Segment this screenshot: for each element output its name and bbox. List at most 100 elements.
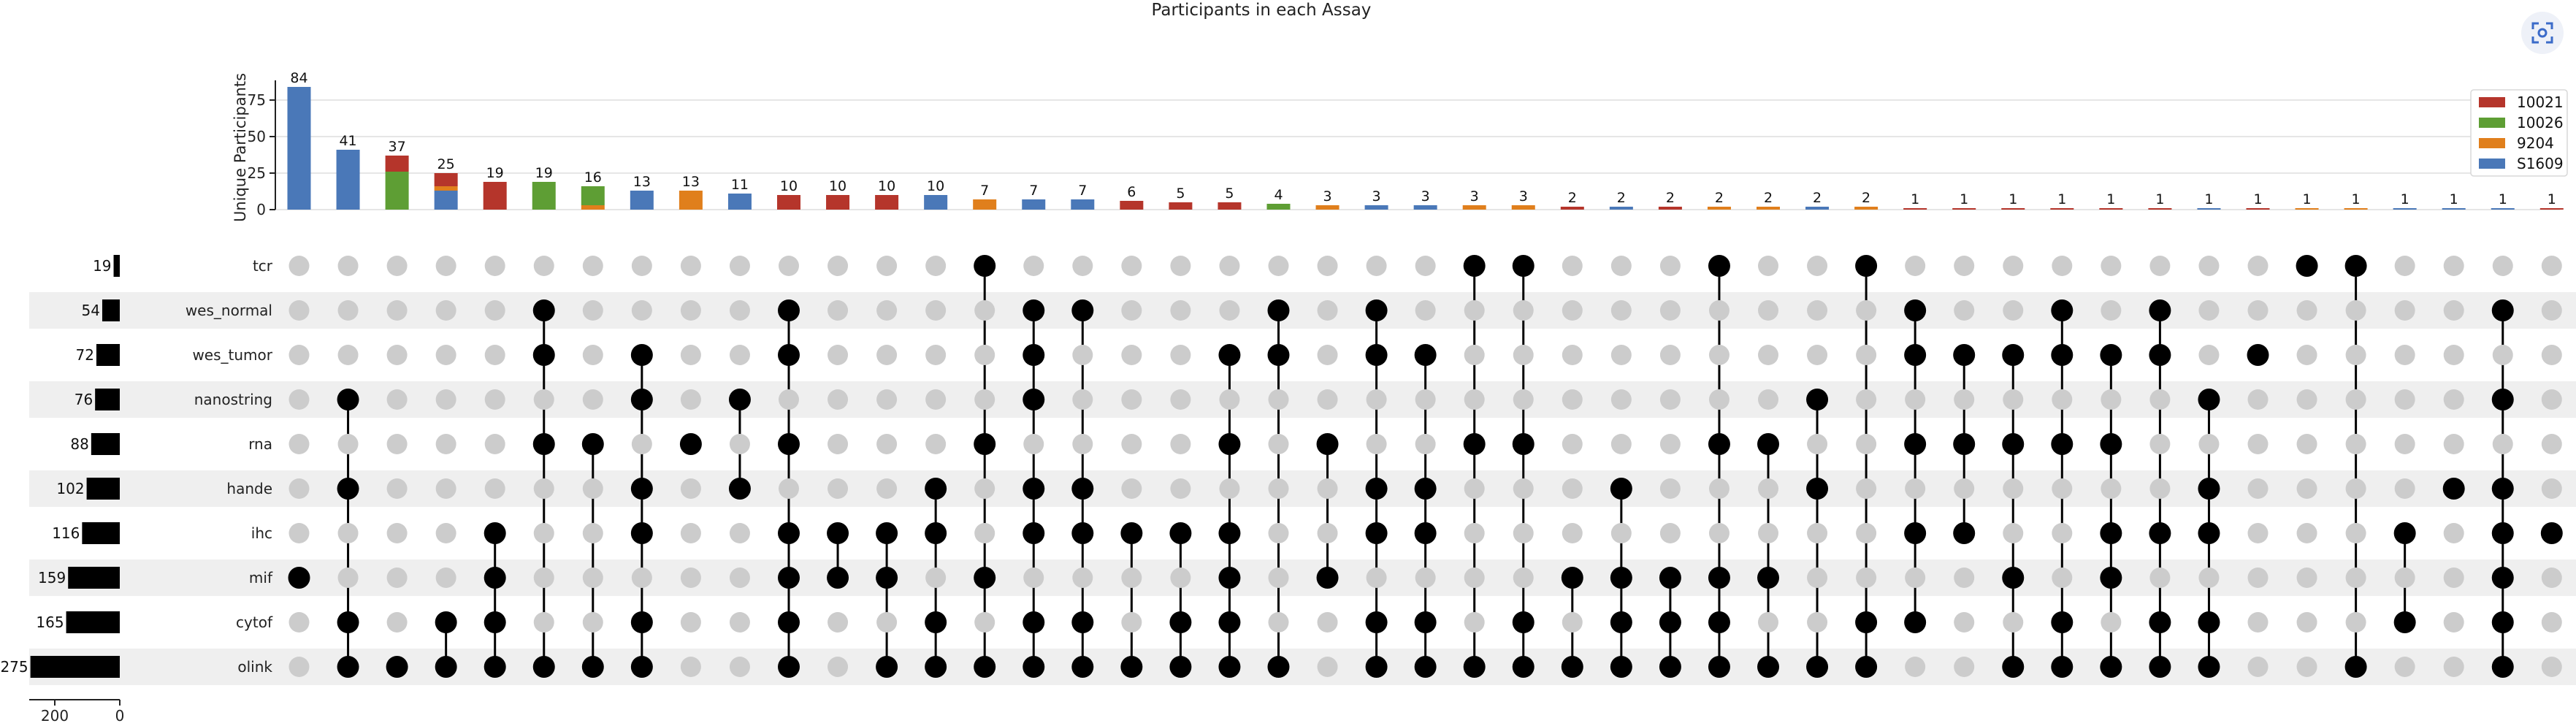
matrix-dot-empty [2541,568,2562,588]
set-size-tick-label: 0 [115,707,125,725]
matrix-dot-filled [1023,299,1045,321]
matrix-dot-filled [2491,567,2514,589]
matrix-dot-empty [1023,434,1044,454]
matrix-dot-empty [2247,478,2269,499]
matrix-dot-filled [435,611,457,633]
matrix-dot-filled [1904,299,1927,321]
matrix-dot-empty [1758,345,1778,365]
matrix-dot-filled [1120,656,1143,678]
matrix-dot-empty [1513,568,1534,588]
matrix-dot-empty [2345,389,2366,410]
matrix-dot-filled [1904,522,1927,544]
matrix-dot-empty [2345,345,2366,365]
matrix-dot-filled [1463,656,1486,678]
matrix-dot-empty [1659,434,1681,454]
bar-segment-10021 [1560,207,1584,210]
bar-value-label: 6 [1127,184,1136,200]
matrix-dot-filled [1708,567,1730,589]
legend-swatch [2479,97,2505,107]
matrix-dot-empty [1513,345,1534,365]
matrix-dot-filled [2149,611,2171,633]
matrix-dot-filled [778,299,800,321]
matrix-dot-empty [2296,478,2317,499]
matrix-dot-empty [1121,345,1142,365]
bar-segment-9204 [2344,208,2368,210]
matrix-dot-filled [2100,344,2122,366]
matrix-dot-empty [1317,389,1338,410]
matrix-dot-filled [1023,478,1045,500]
legend-label: 10021 [2517,93,2564,111]
matrix-dot-filled [1806,389,1829,410]
bar-value-label: 10 [878,178,895,194]
matrix-dot-empty [2101,612,2122,633]
matrix-dot-empty [2296,345,2317,365]
matrix-dot-filled [1904,433,1927,455]
matrix-dot-filled [1218,522,1241,544]
matrix-dot-filled [1659,656,1681,678]
set-size-bar [102,299,120,321]
matrix-dot-filled [630,656,653,678]
matrix-dot-empty [2541,389,2562,410]
matrix-dot-empty [2003,389,2024,410]
matrix-dot-empty [1562,434,1583,454]
matrix-dot-empty [2345,568,2366,588]
matrix-dot-empty [631,300,652,321]
bar-segment-S1609 [434,191,458,210]
matrix-dot-empty [2443,612,2464,633]
matrix-dot-empty [582,568,603,588]
matrix-dot-empty [1219,389,1240,410]
matrix-dot-empty [876,434,898,454]
matrix-dot-empty [1905,478,1926,499]
legend-swatch [2479,138,2505,148]
matrix-dot-filled [630,522,653,544]
expand-frame-icon[interactable] [2521,12,2564,54]
set-size-value: 76 [74,391,93,408]
set-size-value: 54 [82,302,100,319]
matrix-dot-empty [1317,657,1338,677]
matrix-dot-empty [1464,345,1485,365]
matrix-dot-empty [1072,568,1093,588]
matrix-dot-empty [631,256,652,276]
matrix-dot-filled [925,656,947,678]
matrix-dot-empty [828,612,849,633]
bar-segment-9204 [581,205,605,210]
matrix-dot-filled [1120,522,1143,544]
matrix-dot-empty [876,389,898,410]
matrix-dot-empty [1659,523,1681,543]
matrix-dot-empty [729,568,750,588]
matrix-dot-empty [386,612,408,633]
bar-value-label: 7 [980,183,989,199]
matrix-dot-empty [2149,434,2171,454]
matrix-dot-empty [1121,478,1142,499]
matrix-dot-empty [1121,568,1142,588]
bar-segment-10021 [1169,202,1193,210]
matrix-dot-empty [1562,389,1583,410]
matrix-dot-empty [386,523,408,543]
bar-segment-10021 [1218,202,1242,210]
matrix-dot-empty [1954,300,1975,321]
matrix-dot-empty [1610,434,1632,454]
matrix-dot-empty [2101,478,2122,499]
matrix-dot-empty [1170,345,1191,365]
set-label: wes_tumor [192,346,272,364]
matrix-dot-empty [1659,478,1681,499]
matrix-dot-empty [2247,434,2269,454]
bar-value-label: 1 [2204,191,2213,207]
matrix-dot-empty [1954,389,1975,410]
bar-value-label: 1 [2499,191,2507,207]
matrix-dot-empty [386,478,408,499]
matrix-dot-empty [1415,389,1436,410]
matrix-dot-empty [2052,478,2073,499]
matrix-dot-empty [1121,300,1142,321]
matrix-dot-empty [2101,389,2122,410]
set-label: ihc [251,524,272,542]
matrix-dot-empty [1366,256,1387,276]
matrix-dot-filled [1855,656,1878,678]
matrix-dot-empty [582,300,603,321]
matrix-dot-empty [2394,657,2415,677]
matrix-dot-empty [2541,300,2562,321]
matrix-dot-empty [435,434,456,454]
matrix-dot-empty [1610,523,1632,543]
set-size-value: 275 [0,658,28,676]
matrix-dot-empty [1415,300,1436,321]
